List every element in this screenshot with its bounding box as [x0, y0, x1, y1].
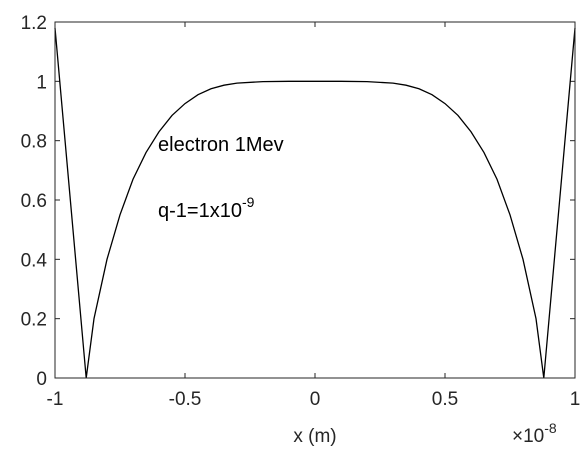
- x-exponent-label: ×10-8: [512, 420, 557, 447]
- y-tick-label: 1.2: [21, 13, 47, 34]
- y-tick-label: 0.6: [21, 191, 47, 212]
- x-tick-label: -0.5: [169, 389, 202, 410]
- y-tick-label: 1: [36, 72, 47, 93]
- x-tick-label: 0: [310, 389, 321, 410]
- annotation-electron: electron 1Mev: [158, 134, 284, 156]
- x-exponent-base: ×10: [512, 426, 544, 447]
- annotation-q: q-1=1x10-9: [158, 194, 255, 222]
- x-axis-label: x (m): [293, 426, 336, 447]
- x-tick-label: 1: [570, 389, 581, 410]
- x-tick-label: -1: [47, 389, 64, 410]
- y-tick-label: 0: [36, 369, 47, 390]
- annotation-q-base: q-1=1x10: [158, 200, 242, 222]
- y-tick-label: 0.2: [21, 310, 47, 331]
- x-exponent-power: -8: [544, 420, 557, 436]
- annotation-q-exponent: -9: [242, 194, 255, 210]
- y-tick-label: 0.8: [21, 132, 47, 153]
- y-tick-label: 0.4: [21, 250, 48, 271]
- plot-frame: [54, 21, 576, 379]
- plot-area: [55, 22, 575, 378]
- series-line: [54, 27, 576, 379]
- ticks-layer: -1 -0.5 0 0.5 1 0 0.2 0.4 0.6 0.8 1 1.2: [21, 13, 581, 410]
- x-tick-label: 0.5: [432, 389, 458, 410]
